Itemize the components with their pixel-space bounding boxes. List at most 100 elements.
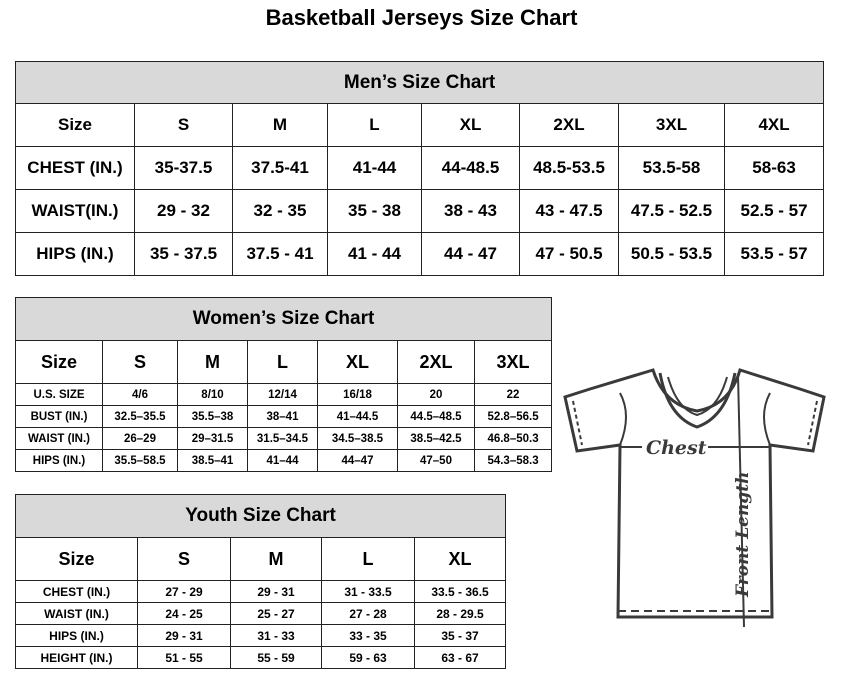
row-label: U.S. SIZE: [15, 383, 103, 406]
table-row: HIPS (IN.) 35 - 37.5 37.5 - 41 41 - 44 44 - …: [15, 232, 825, 276]
measurement-cell: 50.5 - 53.5: [618, 232, 725, 276]
measurement-cell: 47 - 50.5: [519, 232, 619, 276]
measurement-cell: 29 - 31: [230, 580, 322, 603]
measurement-cell: 53.5-58: [618, 146, 725, 190]
table-row: CHEST (IN.) 35-37.5 37.5-41 41-44 44-48.5 48.…: [15, 146, 825, 190]
measurement-cell: 58-63: [723, 146, 825, 190]
measurement-cell: 63 - 67: [413, 646, 507, 669]
measurement-cell: 35.5–58.5: [102, 449, 178, 472]
size-header: L: [247, 340, 318, 384]
size-header: L: [327, 103, 422, 147]
header-row: Size S M L XL: [15, 537, 507, 581]
measurement-cell: 59 - 63: [321, 646, 415, 669]
measurement-cell: 53.5 - 57: [723, 232, 825, 276]
measurement-cell: 25 - 27: [230, 602, 322, 625]
row-label: WAIST (IN.): [15, 427, 103, 450]
shirt-outline-icon: [563, 368, 826, 619]
measurement-cell: 35 - 37: [413, 624, 507, 647]
row-label: BUST (IN.): [15, 405, 103, 428]
measurement-cell: 12/14: [247, 383, 318, 406]
measurement-cell: 26–29: [102, 427, 178, 450]
measurement-cell: 29–31.5: [177, 427, 248, 450]
row-label: WAIST(IN.): [15, 189, 135, 233]
youth-table-title: Youth Size Chart: [14, 494, 507, 538]
youth-size-table: Youth Size Chart Size S M L XL CHEST (IN.) 27 -…: [14, 494, 507, 669]
size-header: 3XL: [618, 103, 725, 147]
mens-size-table: Men’s Size Chart Size S M L XL 2XL 3XL 4XL CHEST …: [14, 61, 825, 276]
measurement-cell: 29 - 32: [134, 189, 233, 233]
chest-label: Chest: [646, 437, 707, 459]
measurement-cell: 44-48.5: [421, 146, 520, 190]
table-row: U.S. SIZE 4/6 8/10 12/14 16/18 20 22: [15, 383, 553, 406]
size-header: S: [137, 537, 231, 581]
womens-table-title: Women’s Size Chart: [14, 297, 553, 341]
row-label: HIPS (IN.): [15, 232, 135, 276]
size-header: XL: [413, 537, 507, 581]
measurement-cell: 24 - 25: [137, 602, 231, 625]
measurement-cell: 27 - 28: [321, 602, 415, 625]
measurement-cell: 38.5–42.5: [397, 427, 475, 450]
measurement-cell: 32.5–35.5: [102, 405, 178, 428]
page-title: Basketball Jerseys Size Chart: [265, 5, 578, 30]
measurement-cell: 41–44.5: [317, 405, 398, 428]
measurement-cell: 35 - 38: [327, 189, 422, 233]
size-header: S: [134, 103, 233, 147]
measurement-cell: 54.3–58.3: [473, 449, 553, 472]
measurement-cell: 37.5 - 41: [232, 232, 328, 276]
measurement-cell: 34.5–38.5: [317, 427, 398, 450]
header-row: Size S M L XL 2XL 3XL 4XL: [15, 103, 825, 147]
measurement-cell: 41–44: [247, 449, 318, 472]
measurement-cell: 33.5 - 36.5: [413, 580, 507, 603]
table-row: HIPS (IN.) 29 - 31 31 - 33 33 - 35 35 - 37: [15, 624, 507, 647]
row-label: HIPS (IN.): [15, 449, 103, 472]
table-row: WAIST (IN.) 24 - 25 25 - 27 27 - 28 28 - 29.…: [15, 602, 507, 625]
measurement-cell: 41-44: [327, 146, 422, 190]
row-label: CHEST (IN.): [15, 146, 135, 190]
row-label: HEIGHT (IN.): [15, 646, 138, 669]
size-header: 2XL: [397, 340, 475, 384]
measurement-cell: 4/6: [102, 383, 178, 406]
measurement-cell: 35-37.5: [134, 146, 233, 190]
measurement-cell: 22: [473, 383, 553, 406]
measurement-cell: 35.5–38: [177, 405, 248, 428]
measurement-cell: 31 - 33.5: [321, 580, 415, 603]
measurement-cell: 41 - 44: [327, 232, 422, 276]
measurement-cell: 32 - 35: [232, 189, 328, 233]
measurement-cell: 38.5–41: [177, 449, 248, 472]
measurement-cell: 29 - 31: [137, 624, 231, 647]
measurement-cell: 52.5 - 57: [723, 189, 825, 233]
size-header: XL: [317, 340, 398, 384]
size-header: 4XL: [723, 103, 825, 147]
row-label: CHEST (IN.): [15, 580, 138, 603]
size-header: L: [321, 537, 415, 581]
measurement-cell: 35 - 37.5: [134, 232, 233, 276]
table-row: WAIST(IN.) 29 - 32 32 - 35 35 - 38 38 - 43 43…: [15, 189, 825, 233]
size-label: Size: [15, 537, 138, 581]
measurement-cell: 31.5–34.5: [247, 427, 318, 450]
measurement-cell: 28 - 29.5: [413, 602, 507, 625]
row-label: WAIST (IN.): [15, 602, 138, 625]
row-label: HIPS (IN.): [15, 624, 138, 647]
front-length-label: Front Length: [733, 472, 753, 598]
measurement-cell: 48.5-53.5: [519, 146, 619, 190]
measurement-cell: 38 - 43: [421, 189, 520, 233]
table-row: CHEST (IN.) 27 - 29 29 - 31 31 - 33.5 33.5 -…: [15, 580, 507, 603]
measurement-cell: 44–47: [317, 449, 398, 472]
measurement-cell: 55 - 59: [230, 646, 322, 669]
size-header: S: [102, 340, 178, 384]
measurement-cell: 33 - 35: [321, 624, 415, 647]
table-row: BUST (IN.) 32.5–35.5 35.5–38 38–41 41–44.5 44…: [15, 405, 553, 428]
measurement-cell: 37.5-41: [232, 146, 328, 190]
measurement-cell: 8/10: [177, 383, 248, 406]
measurement-cell: 47.5 - 52.5: [618, 189, 725, 233]
size-header: 3XL: [473, 340, 553, 384]
measurement-cell: 27 - 29: [137, 580, 231, 603]
womens-size-table: Women’s Size Chart Size S M L XL 2XL 3XL U.S. SI…: [14, 297, 553, 472]
mens-table-title: Men’s Size Chart: [14, 61, 825, 104]
table-row: WAIST (IN.) 26–29 29–31.5 31.5–34.5 34.5–38.…: [15, 427, 553, 450]
measurement-cell: 16/18: [317, 383, 398, 406]
measurement-cell: 46.8–50.3: [473, 427, 553, 450]
measurement-cell: 52.8–56.5: [473, 405, 553, 428]
table-row: HIPS (IN.) 35.5–58.5 38.5–41 41–44 44–47 47–5…: [15, 449, 553, 472]
measurement-cell: 38–41: [247, 405, 318, 428]
